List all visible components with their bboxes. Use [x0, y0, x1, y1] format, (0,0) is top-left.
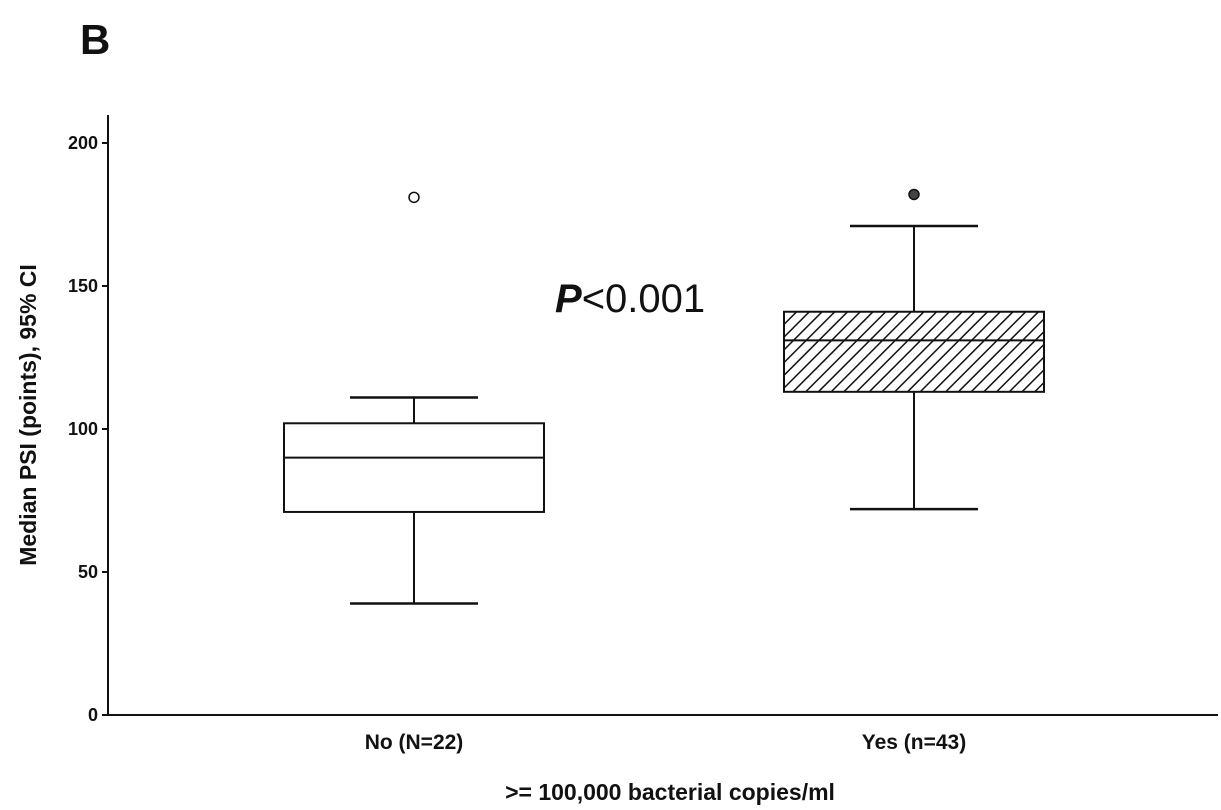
p-value-annotation: P<0.001 — [555, 277, 705, 321]
y-tick-label: 200 — [68, 133, 98, 153]
box-hatch — [784, 311, 1044, 392]
outlier-point — [908, 188, 920, 201]
x-axis-title: >= 100,000 bacterial copies/ml — [505, 779, 835, 805]
y-tick-label: 100 — [68, 419, 98, 439]
p-value-rest: <0.001 — [582, 277, 705, 321]
panel-label: B — [80, 16, 110, 63]
y-tick-label: 0 — [88, 705, 98, 725]
x-tick-label: No (N=22) — [365, 731, 464, 754]
x-tick-label: Yes (n=43) — [862, 731, 966, 754]
plot-area: 0 50 100 150 200 No (N=22) Yes (n=43) — [68, 115, 1218, 754]
outlier-point — [408, 191, 420, 204]
y-tick-label: 50 — [78, 562, 98, 582]
y-axis-title: Median PSI (points), 95% CI — [15, 264, 41, 566]
p-value-italic: P — [555, 277, 582, 321]
y-tick-label: 150 — [68, 276, 98, 296]
box-iqr — [783, 310, 1045, 393]
box-iqr — [283, 422, 545, 513]
